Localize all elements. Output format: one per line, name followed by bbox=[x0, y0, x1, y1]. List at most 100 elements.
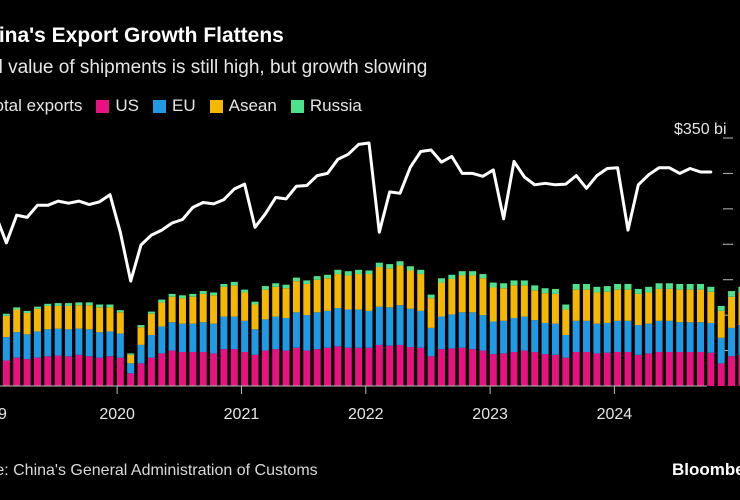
bar-asean bbox=[417, 274, 425, 311]
bar-asean bbox=[158, 302, 166, 327]
bar-russia bbox=[147, 311, 155, 314]
chart-legend: Total exports US EU Asean Russia bbox=[0, 96, 376, 116]
bar-russia bbox=[551, 288, 559, 294]
bar-asean bbox=[324, 278, 332, 311]
bar-russia bbox=[220, 283, 228, 287]
bar-asean bbox=[738, 292, 740, 326]
bar-eu bbox=[2, 337, 10, 361]
eu-swatch bbox=[153, 99, 167, 113]
bar-us bbox=[448, 348, 456, 386]
bar-asean bbox=[603, 291, 611, 323]
bar-asean bbox=[520, 285, 528, 317]
bar-russia bbox=[44, 303, 52, 306]
bar-russia bbox=[655, 283, 663, 289]
bar-us bbox=[707, 352, 715, 386]
bar-russia bbox=[572, 283, 580, 290]
bar-us bbox=[116, 357, 124, 386]
bar-us bbox=[189, 351, 197, 386]
bar-us bbox=[458, 347, 466, 386]
bar-russia bbox=[448, 274, 456, 280]
bar-eu bbox=[624, 320, 632, 352]
bar-eu bbox=[551, 323, 559, 355]
bar-eu bbox=[106, 331, 114, 357]
bar-russia bbox=[479, 274, 487, 279]
bar-asean bbox=[624, 289, 632, 321]
bar-asean bbox=[344, 275, 352, 310]
bar-us bbox=[241, 351, 249, 386]
bar-russia bbox=[707, 286, 715, 292]
bar-us bbox=[728, 356, 736, 386]
bar-russia bbox=[355, 269, 363, 275]
bar-asean bbox=[406, 270, 414, 309]
bar-asean bbox=[707, 291, 715, 323]
bar-us bbox=[282, 350, 290, 386]
bar-eu bbox=[261, 319, 269, 351]
legend-label: Asean bbox=[228, 96, 277, 115]
bar-russia bbox=[603, 286, 611, 292]
chart-subtitle: al value of shipments is still high, but… bbox=[0, 57, 428, 78]
bar-asean bbox=[458, 275, 466, 313]
bar-russia bbox=[106, 304, 114, 308]
bar-asean bbox=[655, 288, 663, 321]
bar-us bbox=[230, 349, 238, 386]
bar-us bbox=[386, 345, 394, 386]
bar-us bbox=[634, 354, 642, 386]
bar-asean bbox=[365, 274, 373, 311]
legend-label: US bbox=[115, 96, 140, 115]
bar-russia bbox=[624, 283, 632, 290]
bar-us bbox=[396, 344, 404, 386]
bar-russia bbox=[375, 262, 383, 267]
legend-label: Russia bbox=[309, 96, 362, 115]
bar-us bbox=[365, 347, 373, 386]
bar-asean bbox=[686, 289, 694, 323]
bar-eu bbox=[375, 306, 383, 345]
bar-russia bbox=[137, 325, 145, 328]
bar-asean bbox=[303, 283, 311, 316]
bar-asean bbox=[717, 310, 725, 338]
bar-asean bbox=[230, 285, 238, 317]
bar-eu bbox=[85, 329, 93, 357]
bar-russia bbox=[365, 270, 373, 275]
bar-us bbox=[210, 353, 218, 386]
source-note: rce: China's General Administration of C… bbox=[0, 462, 318, 479]
bar-eu bbox=[738, 325, 740, 355]
bar-asean bbox=[334, 274, 342, 309]
bar-asean bbox=[85, 305, 93, 330]
bar-us bbox=[313, 349, 321, 386]
bar-eu bbox=[127, 363, 135, 374]
bar-us bbox=[572, 351, 580, 386]
bar-us bbox=[738, 354, 740, 386]
legend-item-us: US bbox=[96, 96, 139, 116]
bar-asean bbox=[696, 289, 704, 323]
bar-asean bbox=[23, 313, 31, 335]
bar-eu bbox=[500, 320, 508, 354]
bar-asean bbox=[147, 313, 155, 335]
bar-russia bbox=[531, 285, 539, 291]
bar-us bbox=[220, 349, 228, 386]
bar-eu bbox=[210, 323, 218, 354]
bar-asean bbox=[13, 309, 21, 333]
bar-russia bbox=[251, 301, 259, 305]
bar-us bbox=[272, 349, 280, 386]
bar-eu bbox=[417, 310, 425, 348]
bar-us bbox=[603, 352, 611, 386]
bar-russia bbox=[272, 283, 280, 287]
bar-eu bbox=[489, 321, 497, 355]
bar-russia bbox=[676, 283, 684, 290]
bar-russia bbox=[189, 293, 197, 297]
bar-asean bbox=[531, 290, 539, 321]
bar-asean bbox=[665, 288, 673, 321]
bar-us bbox=[334, 346, 342, 386]
bar-eu bbox=[220, 316, 228, 350]
bar-eu bbox=[33, 331, 41, 358]
bar-russia bbox=[313, 276, 321, 280]
bar-asean bbox=[251, 304, 259, 330]
bar-eu bbox=[137, 344, 145, 364]
bar-eu bbox=[251, 329, 259, 355]
bar-russia bbox=[500, 283, 508, 289]
bar-eu bbox=[686, 322, 694, 352]
bar-us bbox=[75, 354, 83, 386]
bar-russia bbox=[437, 278, 445, 283]
bar-russia bbox=[583, 283, 591, 290]
bar-asean bbox=[282, 288, 290, 318]
